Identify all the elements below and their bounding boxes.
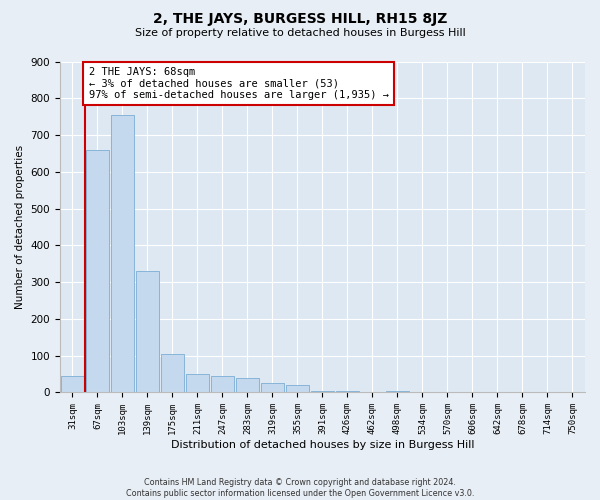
Bar xyxy=(110,115,134,392)
Bar xyxy=(136,271,159,392)
Bar xyxy=(161,354,184,393)
Bar xyxy=(211,376,235,392)
Y-axis label: Number of detached properties: Number of detached properties xyxy=(15,145,25,309)
Bar xyxy=(335,390,359,392)
Text: 2 THE JAYS: 68sqm
← 3% of detached houses are smaller (53)
97% of semi-detached : 2 THE JAYS: 68sqm ← 3% of detached house… xyxy=(89,67,389,100)
Text: Size of property relative to detached houses in Burgess Hill: Size of property relative to detached ho… xyxy=(134,28,466,38)
Text: 2, THE JAYS, BURGESS HILL, RH15 8JZ: 2, THE JAYS, BURGESS HILL, RH15 8JZ xyxy=(153,12,447,26)
Bar xyxy=(286,385,310,392)
Bar xyxy=(236,378,259,392)
X-axis label: Distribution of detached houses by size in Burgess Hill: Distribution of detached houses by size … xyxy=(171,440,474,450)
Bar xyxy=(260,384,284,392)
Bar xyxy=(61,376,84,392)
Bar xyxy=(185,374,209,392)
Bar xyxy=(311,390,334,392)
Bar xyxy=(86,150,109,392)
Bar xyxy=(386,390,409,392)
Text: Contains HM Land Registry data © Crown copyright and database right 2024.
Contai: Contains HM Land Registry data © Crown c… xyxy=(126,478,474,498)
